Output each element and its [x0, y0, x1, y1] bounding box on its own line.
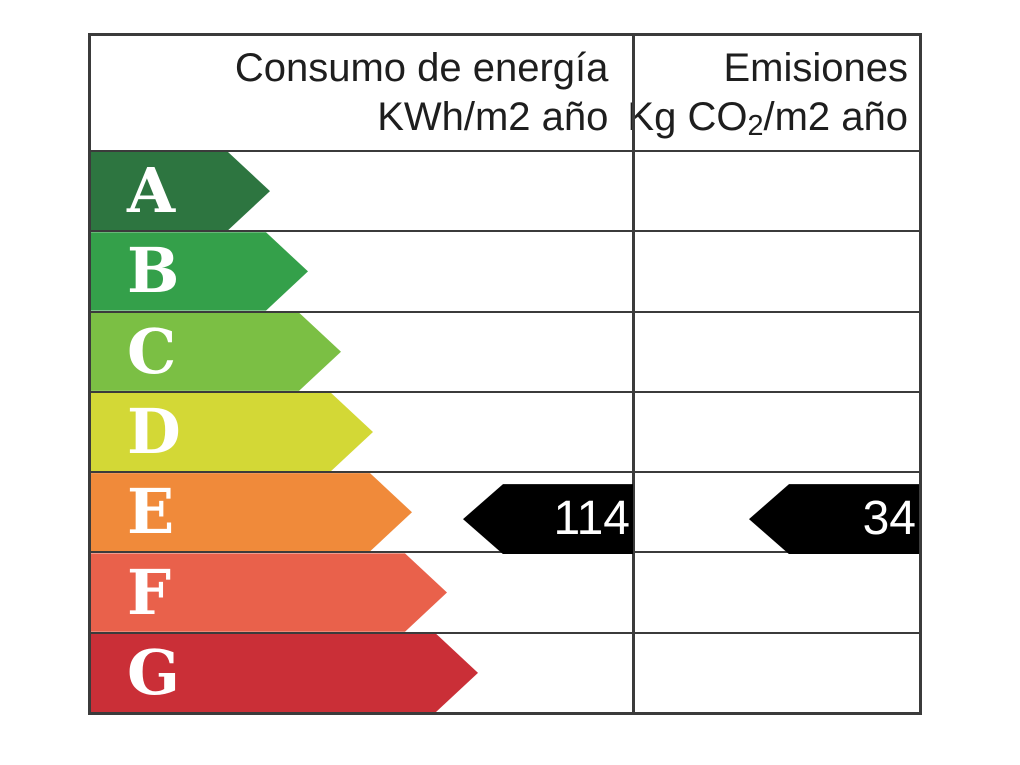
rating-letter-c: C — [127, 314, 177, 388]
rating-row-b: B — [91, 232, 919, 313]
co2-subscript: 2 — [747, 110, 764, 143]
rating-bar-d: D — [91, 393, 373, 471]
rating-letter-a: A — [127, 154, 176, 228]
consumption-value-indicator-arrow: 114 — [463, 484, 633, 555]
column-divider-line — [632, 36, 635, 712]
emissions-column-header: Emisiones Kg CO2/m2 año — [627, 36, 919, 150]
rating-letter-f: F — [127, 555, 172, 629]
rating-bar-f: F — [91, 553, 447, 631]
consumption-value: 114 — [553, 492, 630, 546]
energy-rating-table: Consumo de energía KWh/m2 año Emisiones … — [88, 33, 922, 715]
consumption-unit: KWh/m2 año — [377, 95, 609, 139]
rating-row-e: E 114 34 — [91, 473, 919, 555]
emissions-value-indicator-arrow: 34 — [749, 484, 919, 555]
rating-bar-e: E — [91, 473, 412, 551]
rating-bar-g: G — [91, 634, 478, 712]
emissions-unit: Kg CO2/m2 año — [627, 95, 908, 143]
emissions-value: 34 — [862, 492, 916, 546]
rating-rows: A B C D E — [91, 152, 919, 712]
rating-row-d: D — [91, 393, 919, 474]
rating-letter-d: D — [127, 394, 181, 468]
rating-row-f: F — [91, 553, 919, 634]
rating-bar-c: C — [91, 313, 341, 391]
table-header-row: Consumo de energía KWh/m2 año Emisiones … — [91, 36, 919, 152]
rating-letter-e: E — [127, 475, 175, 549]
rating-letter-g: G — [127, 635, 180, 709]
rating-bar-b: B — [91, 232, 308, 310]
consumption-column-header: Consumo de energía KWh/m2 año — [91, 36, 627, 150]
rating-row-c: C — [91, 313, 919, 393]
rating-row-a: A — [91, 152, 919, 233]
rating-bar-a: A — [91, 152, 270, 230]
rating-letter-b: B — [127, 234, 180, 308]
emissions-title: Emisiones — [723, 46, 908, 90]
rating-row-g: G — [91, 634, 919, 712]
consumption-title: Consumo de energía — [234, 46, 609, 90]
